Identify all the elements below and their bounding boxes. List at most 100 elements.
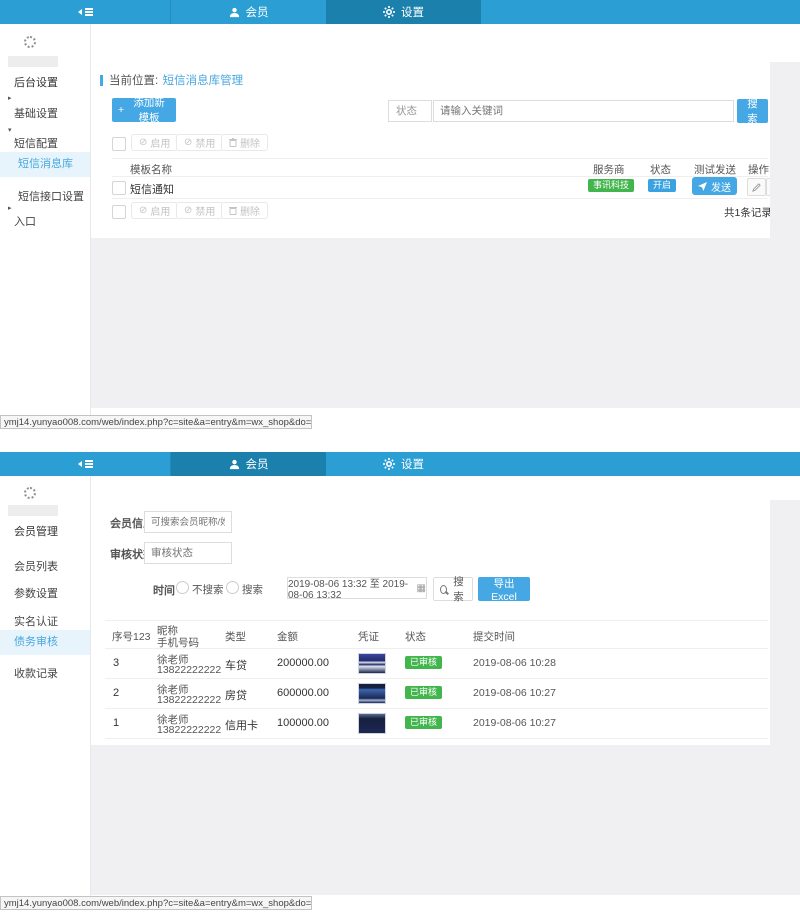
- col-nick-line2: 手机号码: [157, 637, 199, 649]
- send-test-button[interactable]: 发送: [692, 177, 737, 195]
- keyword-input[interactable]: [433, 100, 734, 122]
- no-cell: 2: [113, 687, 120, 699]
- circle-check-icon: ⊘: [139, 137, 148, 148]
- nick-cell: 徐老师: [157, 654, 189, 666]
- send-label: 发送: [711, 182, 731, 194]
- status-url: ymj14.yunyao008.com/web/index.php?c=site…: [0, 896, 312, 910]
- col-no: 序号123: [112, 631, 151, 643]
- provider-badge: 事讯科技: [588, 179, 635, 192]
- time-search-button[interactable]: 搜索: [433, 576, 473, 603]
- tab-settings[interactable]: 设置: [326, 0, 481, 24]
- sidebar-item-basic-settings[interactable]: 基础设置: [14, 108, 58, 120]
- status-url: ymj14.yunyao008.com/web/index.php?c=site…: [0, 415, 312, 429]
- sidebar-item-sms-api[interactable]: 短信接口设置: [18, 191, 84, 203]
- tab-member-label: 会员: [245, 459, 269, 471]
- page-background: [91, 745, 800, 895]
- circle-slash-icon: ⊘: [184, 205, 193, 216]
- status-filter-select[interactable]: 状态: [388, 100, 432, 122]
- collapse-arrow-icon: [77, 461, 82, 467]
- voucher-image[interactable]: [358, 683, 386, 704]
- sidebar-item-entry[interactable]: 入口: [14, 216, 36, 228]
- divider: [112, 176, 768, 177]
- type-cell: 房贷: [225, 690, 247, 702]
- audit-status-badge: 已审核: [405, 686, 443, 699]
- search-button[interactable]: 搜索: [737, 98, 768, 125]
- enable-button[interactable]: ⊘ 启用: [131, 134, 179, 151]
- record-count: 共1条记录: [724, 207, 772, 219]
- breadcrumb: 当前位置: 短信消息库管理: [100, 71, 243, 89]
- sidebar-item-parameter-settings[interactable]: 参数设置: [14, 588, 58, 600]
- tab-member[interactable]: 会员: [171, 0, 326, 24]
- sidebar: 后台设置 ▸ 基础设置 ▾ 短信配置 短信消息库 短信接口设置 ▸ 入口: [0, 24, 91, 415]
- edit-button[interactable]: [747, 178, 766, 196]
- row-checkbox[interactable]: [112, 181, 126, 195]
- member-info-input[interactable]: [144, 511, 232, 533]
- date-range-input[interactable]: 2019-08-06 13:32 至 2019-08-06 13:32 ▦: [287, 577, 427, 601]
- page-background: [91, 238, 800, 408]
- nick-cell: 徐老师: [157, 684, 189, 696]
- divider: [112, 198, 768, 199]
- time-cell: 2019-08-06 10:27: [473, 687, 556, 699]
- delete-button-bottom[interactable]: 删除: [221, 202, 268, 219]
- tab-settings[interactable]: 设置: [326, 452, 481, 476]
- voucher-image[interactable]: [358, 713, 386, 734]
- radio-no-search-label[interactable]: 不搜索: [192, 584, 224, 596]
- phone-cell: 13822222222: [157, 694, 222, 706]
- sidebar-item-payment-records[interactable]: 收款记录: [14, 668, 58, 680]
- breadcrumb-link[interactable]: 短信消息库管理: [162, 75, 244, 87]
- select-all-checkbox-bottom[interactable]: [112, 205, 126, 219]
- add-template-button[interactable]: + 添加新模板: [112, 97, 176, 124]
- sidebar-item-member-list[interactable]: 会员列表: [14, 561, 58, 573]
- radio-search[interactable]: [226, 581, 239, 594]
- amount-cell: 600000.00: [277, 687, 329, 699]
- paper-plane-icon: [698, 181, 707, 191]
- time-cell: 2019-08-06 10:27: [473, 717, 556, 729]
- collapse-sidebar-button[interactable]: [0, 452, 171, 476]
- gear-icon: [383, 6, 395, 18]
- col-submit-time: 提交时间: [473, 631, 515, 643]
- disable-button-bottom[interactable]: ⊘ 禁用: [176, 202, 224, 219]
- col-status: 状态: [405, 631, 426, 643]
- radio-no-search[interactable]: [176, 581, 189, 594]
- time-label: 时间: [153, 585, 175, 597]
- col-amount: 金额: [277, 631, 298, 643]
- calendar-icon: ▦: [416, 582, 426, 594]
- col-voucher: 凭证: [358, 631, 379, 643]
- time-cell: 2019-08-06 10:28: [473, 657, 556, 669]
- delete-label: 删除: [240, 207, 260, 218]
- sidebar-item-sms-library[interactable]: 短信消息库: [0, 152, 90, 177]
- disable-label: 禁用: [195, 139, 216, 150]
- sidebar-item-sms-config[interactable]: 短信配置: [14, 138, 58, 150]
- divider: [105, 678, 768, 679]
- radio-search-label[interactable]: 搜索: [242, 584, 263, 596]
- template-name-cell: 短信通知: [130, 184, 174, 196]
- audit-status-badge: 已审核: [405, 716, 443, 729]
- no-cell: 1: [113, 717, 120, 729]
- col-action: 操作: [748, 164, 769, 176]
- voucher-image[interactable]: [358, 653, 386, 674]
- audit-status-badge: 已审核: [405, 656, 443, 669]
- export-excel-label: 导出 Excel: [491, 577, 517, 603]
- top-navbar: 会员 设置: [0, 452, 800, 476]
- export-excel-button[interactable]: 导出 Excel: [478, 577, 530, 603]
- collapse-sidebar-button[interactable]: [0, 0, 171, 24]
- audit-status-input[interactable]: [144, 542, 232, 564]
- disable-button[interactable]: ⊘ 禁用: [176, 134, 224, 151]
- screenshot-sms-library: 会员 设置 后台设置 ▸ 基础设置 ▾ 短信配置 短信消息库 短信接口设置 ▸ …: [0, 0, 800, 430]
- power-icon[interactable]: [24, 487, 36, 499]
- power-icon[interactable]: [24, 36, 36, 48]
- enable-button-bottom[interactable]: ⊘ 启用: [131, 202, 179, 219]
- circle-slash-icon: ⊘: [184, 137, 193, 148]
- select-all-checkbox[interactable]: [112, 137, 126, 151]
- divider: [112, 158, 768, 159]
- sidebar-item-debt-audit[interactable]: 债务审核: [0, 630, 90, 655]
- audit-status-label: 审核状态: [110, 549, 154, 561]
- sidebar-item-realname-auth[interactable]: 实名认证: [14, 616, 58, 628]
- screenshot-debt-audit: 会员 设置 会员管理 会员列表 参数设置 实名认证 债务审核 收款记录 会员信息…: [0, 452, 800, 910]
- type-cell: 信用卡: [225, 720, 258, 732]
- tab-member[interactable]: 会员: [171, 452, 326, 476]
- enable-label: 启用: [150, 207, 171, 218]
- delete-button[interactable]: 删除: [221, 134, 268, 151]
- divider: [105, 620, 768, 621]
